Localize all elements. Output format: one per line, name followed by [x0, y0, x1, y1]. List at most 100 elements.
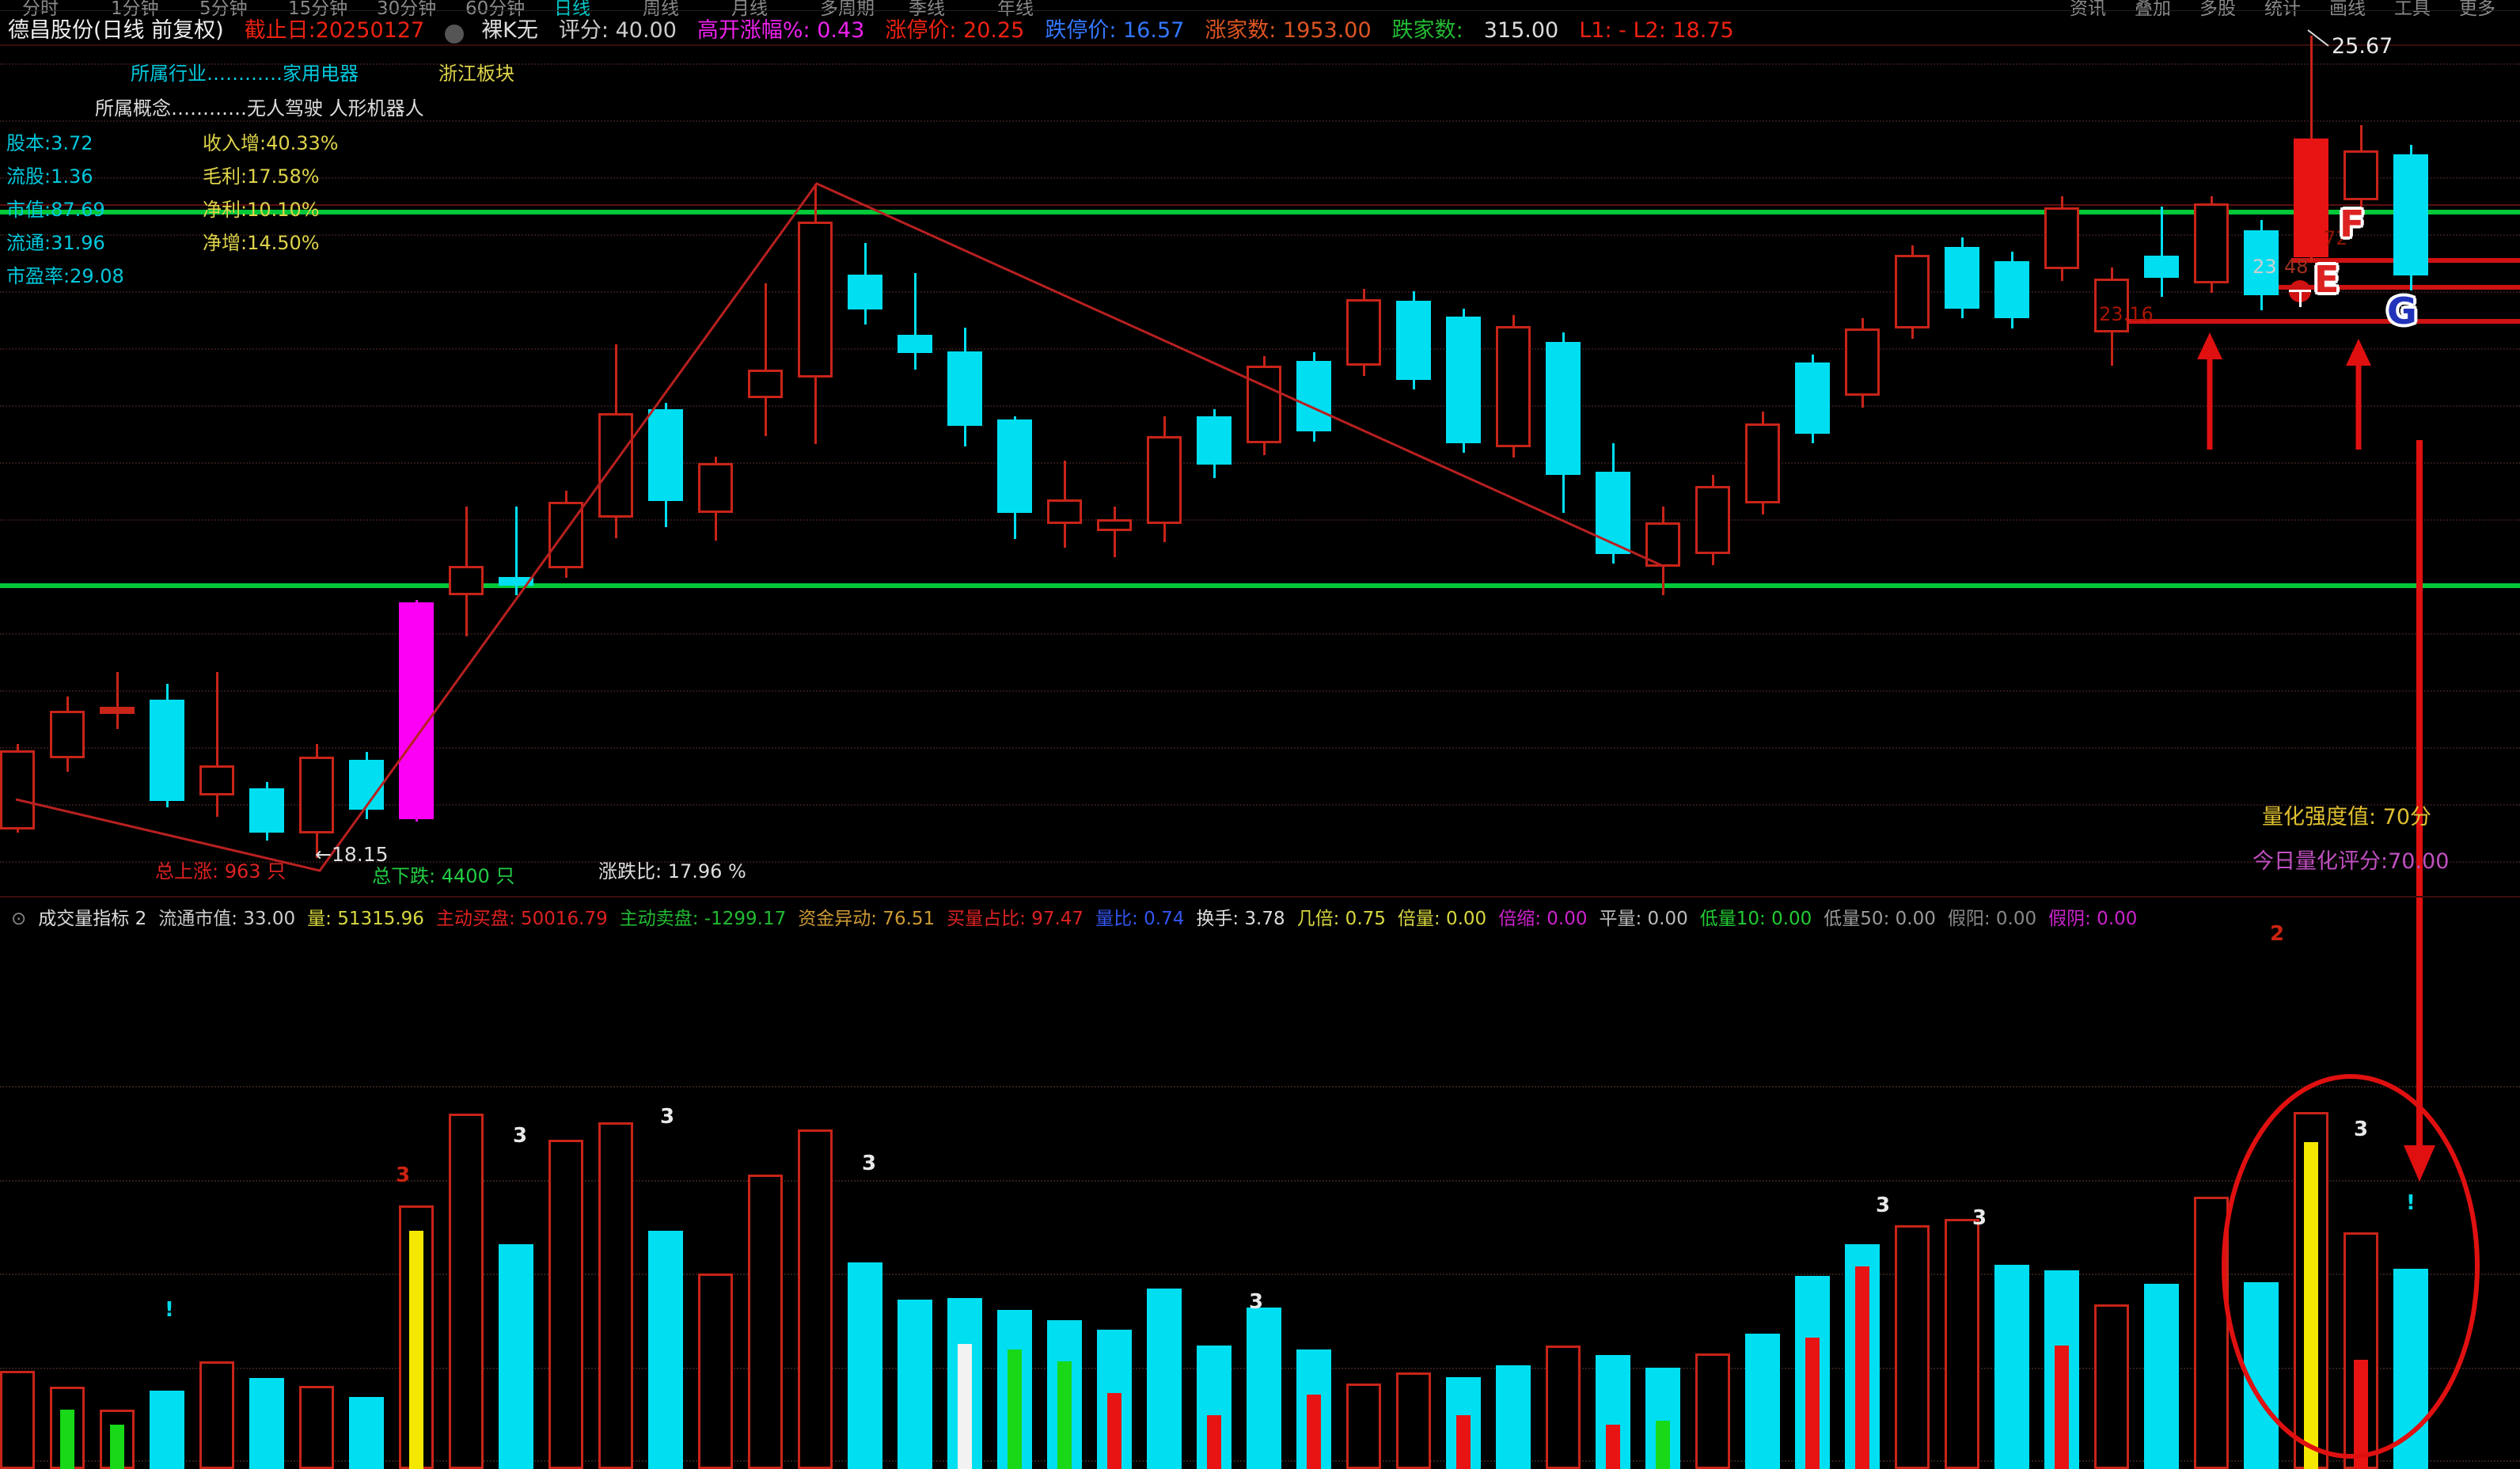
candle-body-down: [1296, 361, 1331, 431]
menu-item-12[interactable]: 年线: [997, 0, 1034, 19]
fundamental-right-4: 净增:14.50%: [203, 232, 320, 254]
menu-item-9[interactable]: 月线: [731, 0, 768, 19]
menu-right-item-4[interactable]: 统计: [2264, 0, 2301, 19]
menu-right-item-7[interactable]: 更多: [2459, 0, 2495, 19]
price-gridline: [0, 177, 2520, 179]
menu-right-item-1[interactable]: 资讯: [2070, 0, 2106, 19]
volume-bar-down: [1147, 1289, 1182, 1469]
indicator-field-7: 买量占比: 97.47: [947, 909, 1084, 929]
candle-body-down: [2144, 256, 2179, 278]
menu-item-5[interactable]: 30分钟: [377, 0, 437, 19]
volume-bar-hollow: [1546, 1346, 1581, 1469]
volume-bar-down: [1994, 1265, 2029, 1469]
candle-body-up: [2094, 279, 2129, 332]
candle-wick: [216, 672, 218, 817]
title-item-5: 高开涨幅%: 0.43: [696, 18, 865, 43]
menu-item-4[interactable]: 15分钟: [288, 0, 348, 19]
volume-bar-down: [349, 1397, 384, 1469]
candle-wick: [765, 283, 767, 436]
down-total-label: 总下跌: 4400 只: [372, 865, 515, 887]
candle-body-up: [449, 566, 484, 595]
menu-item-7[interactable]: 日线: [554, 0, 590, 19]
candle-body-down: [898, 335, 932, 353]
indicator-field-16: 假阳: 0.00: [1947, 909, 2037, 929]
candle-wick: [914, 273, 917, 370]
menu-item-8[interactable]: 周线: [643, 0, 679, 19]
volume-bar-hollow: [1396, 1372, 1431, 1469]
volume-bar-hollow: [199, 1361, 234, 1469]
chart-mark-!: !: [2406, 1191, 2416, 1215]
volume-inner-bar-red: [2354, 1360, 2368, 1469]
menu-separator: [0, 10, 2520, 11]
volume-bar-hollow: [1895, 1225, 1930, 1469]
volume-inner-bar-red: [1855, 1266, 1869, 1469]
fundamental-left-2: 流股:1.36: [6, 165, 93, 188]
volume-bar-down: [1745, 1334, 1780, 1469]
title-item-7: 跌停价: 16.57: [1045, 18, 1185, 43]
price-2348-red: 48: [2284, 256, 2309, 278]
concept-line: 所属概念…………无人驾驶 人形机器人: [95, 97, 424, 120]
quant-score-label: 今日量化评分:70.00: [2252, 849, 2450, 874]
volume-inner-bar-green: [110, 1425, 124, 1469]
title-item-2: 截止日:20250127: [244, 18, 425, 43]
menu-item-1[interactable]: 分时: [22, 0, 59, 19]
volume-bar-down: [1496, 1365, 1531, 1469]
menu-right-item-6[interactable]: 工具: [2394, 0, 2431, 19]
candle-body-up: [598, 413, 633, 518]
candle-body-up: [1895, 255, 1930, 328]
candle-body-down: [997, 419, 1032, 513]
volume-bar-down: [499, 1244, 533, 1469]
volume-indicator-bar: ⊙ 成交量指标 2 流通市值: 33.00 量: 51315.96 主动买盘: 5001…: [11, 903, 2149, 930]
volume-inner-bar-green: [1008, 1349, 1022, 1469]
menu-right-item-5[interactable]: 画线: [2329, 0, 2366, 19]
industry-line: 所属行业…………家用电器: [131, 63, 359, 85]
menu-item-2[interactable]: 1分钟: [111, 0, 159, 19]
menu-item-10[interactable]: 多周期: [820, 0, 875, 19]
trend-line: [15, 182, 1664, 872]
menu-item-6[interactable]: 60分钟: [465, 0, 526, 19]
menu-right-item-2[interactable]: 叠加: [2135, 0, 2171, 19]
volume-inner-bar-green: [1656, 1421, 1670, 1469]
candle-body-down: [2393, 154, 2428, 275]
menu-item-11[interactable]: 季线: [909, 0, 945, 19]
candle-body-magenta: [399, 602, 434, 819]
menu-item-3[interactable]: 5分钟: [199, 0, 248, 19]
ratio-label: 涨跌比: 17.96 %: [598, 860, 746, 883]
volume-bar-hollow: [299, 1386, 334, 1469]
volume-bar-hollow: [698, 1274, 733, 1469]
title-item-8: 涨家数: 1953.00: [1205, 18, 1372, 43]
indicator-field-5: 主动卖盘: -1299.17: [619, 909, 787, 929]
volume-bar-hollow: [0, 1371, 35, 1469]
fundamental-left-4: 流通:31.96: [6, 232, 105, 254]
candle-body-up: [1695, 486, 1730, 554]
volume-bar-hollow: [2094, 1304, 2129, 1469]
fundamental-left-5: 市盈率:29.08: [6, 265, 124, 287]
menu-right-item-3[interactable]: 多股: [2199, 0, 2236, 19]
up-arrow-head: [2197, 332, 2222, 359]
indicator-field-2: 流通市值: 33.00: [158, 909, 296, 929]
candle-body-up: [1496, 326, 1531, 447]
indicator-separator: [0, 896, 2520, 898]
volume-bar-down: [249, 1378, 284, 1469]
volume-inner-bar-red: [1456, 1415, 1471, 1469]
volume-bar-hollow: [449, 1114, 484, 1469]
candle-body-up: [1845, 328, 1880, 396]
signal-letter-f: F: [2340, 203, 2365, 245]
candle-wick: [116, 672, 119, 729]
price-72-label: 72: [2324, 227, 2348, 249]
candle-wick: [1114, 507, 1116, 557]
candle-body-down: [150, 700, 184, 801]
volume-inner-bar-yellow: [409, 1231, 423, 1469]
cycle-icon[interactable]: [445, 24, 465, 44]
chart-mark-3: 3: [1249, 1290, 1264, 1314]
down-arrow-head: [2404, 1145, 2435, 1182]
indicator-field-6: 资金异动: 76.51: [798, 909, 936, 929]
volume-inner-bar-white: [958, 1344, 972, 1469]
title-item-10: 315.00: [1483, 18, 1559, 43]
indicator-icon[interactable]: ⊙: [11, 909, 27, 929]
indicator-field-17: 假阴: 0.00: [2048, 909, 2138, 929]
candle-wick: [2161, 207, 2163, 297]
red-level-line: [2105, 319, 2520, 324]
candle-body-up: [50, 711, 85, 758]
chart-mark-3: 3: [396, 1163, 411, 1187]
